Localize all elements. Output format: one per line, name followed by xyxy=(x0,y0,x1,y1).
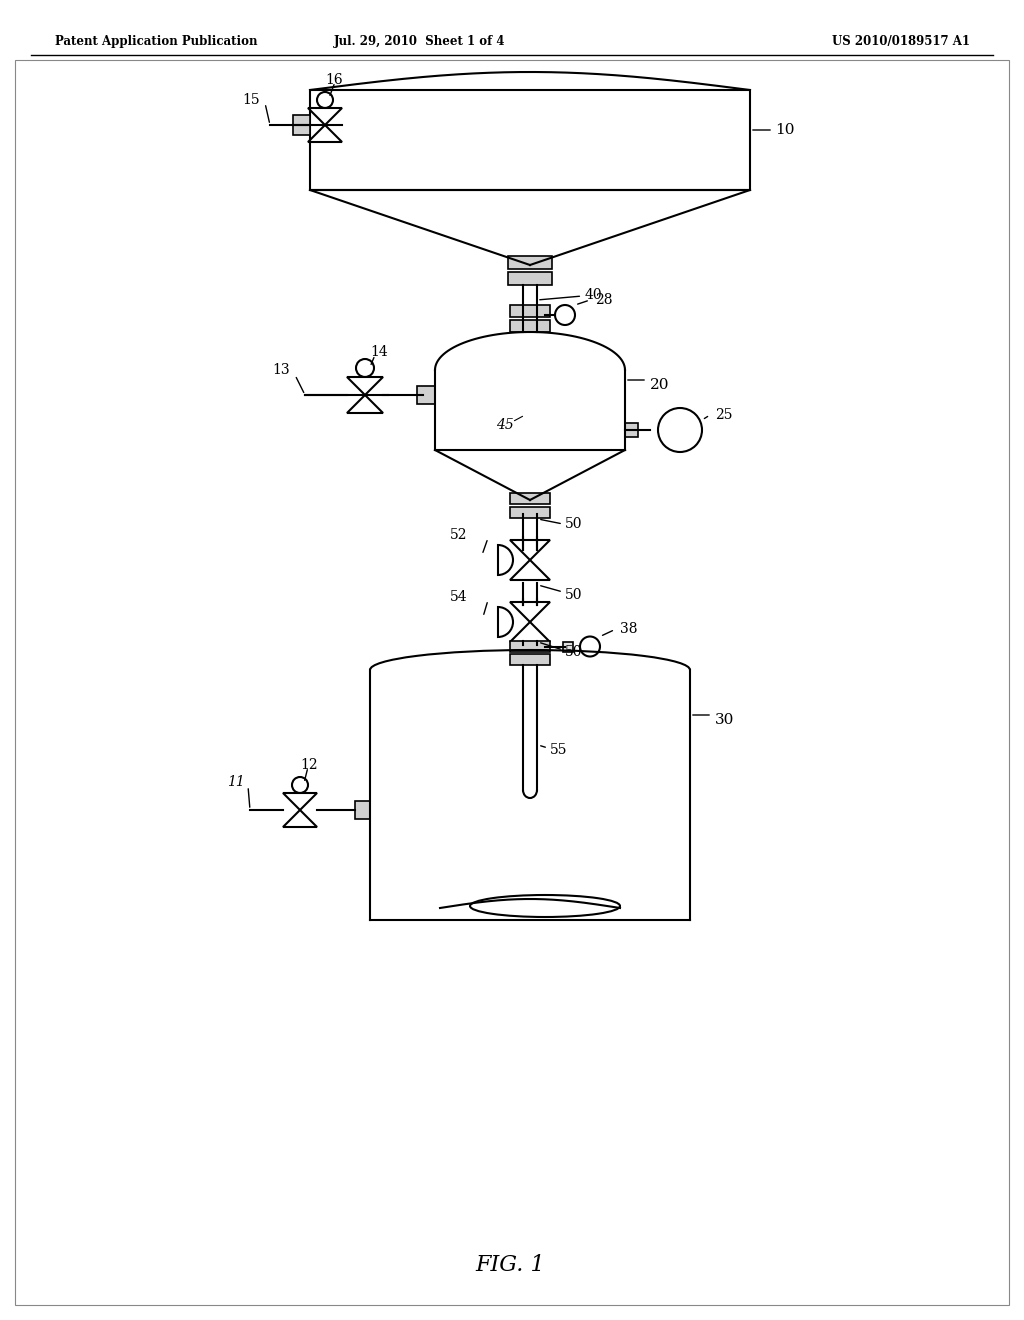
Text: 50: 50 xyxy=(565,517,583,531)
Text: 13: 13 xyxy=(272,363,290,378)
Bar xyxy=(510,319,550,333)
Text: 20: 20 xyxy=(650,378,670,392)
Text: FIG. 1: FIG. 1 xyxy=(475,1254,545,1276)
Text: Patent Application Publication: Patent Application Publication xyxy=(55,36,257,48)
Text: 40: 40 xyxy=(540,288,603,302)
Polygon shape xyxy=(510,602,550,622)
Text: 55: 55 xyxy=(550,743,567,756)
Bar xyxy=(510,653,550,665)
Bar xyxy=(508,256,552,269)
Text: 50: 50 xyxy=(565,645,583,659)
Bar xyxy=(293,115,310,135)
Bar xyxy=(355,801,370,818)
Text: 15: 15 xyxy=(243,92,260,107)
Text: 30: 30 xyxy=(715,713,734,727)
Polygon shape xyxy=(283,810,317,828)
Text: 38: 38 xyxy=(620,622,638,635)
Polygon shape xyxy=(510,560,550,579)
Bar xyxy=(510,492,550,504)
Bar xyxy=(563,642,573,652)
Text: 10: 10 xyxy=(775,123,795,137)
Text: 14: 14 xyxy=(370,345,388,359)
Polygon shape xyxy=(510,540,550,560)
Text: 50: 50 xyxy=(565,587,583,602)
Text: 54: 54 xyxy=(450,590,468,605)
Text: 16: 16 xyxy=(325,73,343,87)
Text: Jul. 29, 2010  Sheet 1 of 4: Jul. 29, 2010 Sheet 1 of 4 xyxy=(334,36,506,48)
Bar xyxy=(417,385,435,404)
Bar xyxy=(625,422,638,437)
Polygon shape xyxy=(510,622,550,642)
Text: 25: 25 xyxy=(715,408,732,422)
Bar xyxy=(510,507,550,517)
Text: US 2010/0189517 A1: US 2010/0189517 A1 xyxy=(831,36,970,48)
Text: 45: 45 xyxy=(496,418,514,432)
Text: 52: 52 xyxy=(450,528,468,543)
Text: 28: 28 xyxy=(595,293,612,308)
Polygon shape xyxy=(283,793,317,810)
Text: 12: 12 xyxy=(300,758,317,772)
Bar xyxy=(508,272,552,285)
Text: 11: 11 xyxy=(227,775,245,789)
Bar xyxy=(510,642,550,652)
Bar xyxy=(510,305,550,317)
